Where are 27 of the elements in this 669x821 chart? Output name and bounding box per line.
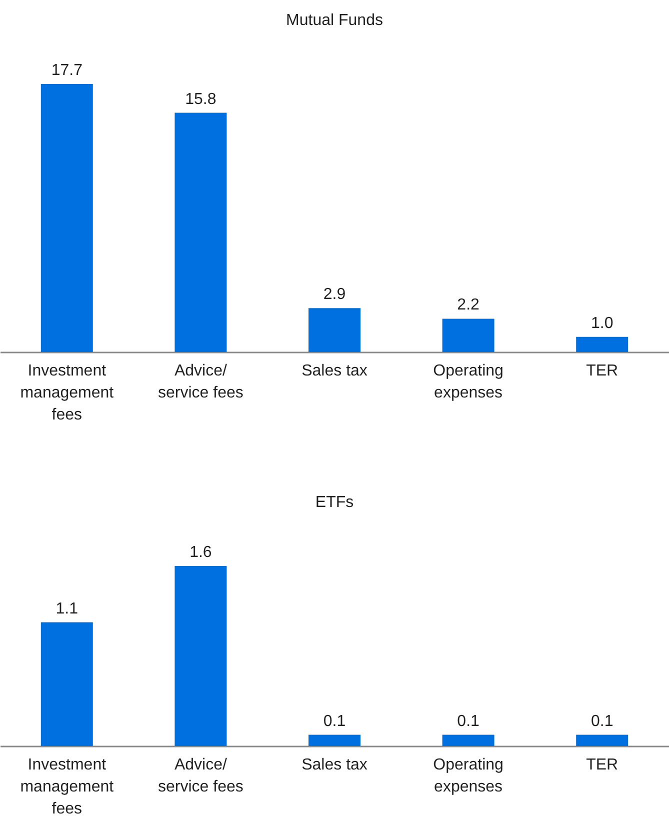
data-label: 1.0 <box>590 314 614 332</box>
x-tick-label: TER <box>586 756 618 774</box>
x-tick-label: Operating expenses <box>433 756 504 796</box>
x-tick-label: Advice/ service fees <box>158 362 244 402</box>
x-tick-label: Sales tax <box>302 756 368 774</box>
data-label: 0.1 <box>323 712 346 730</box>
bar <box>40 84 93 352</box>
data-label: 1.6 <box>190 544 212 561</box>
x-tick-label: Advice/ service fees <box>158 756 244 796</box>
data-label: 0.1 <box>457 712 480 730</box>
bar <box>442 318 494 352</box>
bar <box>174 112 227 352</box>
chart-title: Mutual Funds <box>286 12 383 29</box>
data-label: 15.8 <box>185 90 216 108</box>
data-label: 1.1 <box>56 600 78 618</box>
x-tick-label: Investment management fees <box>20 756 114 818</box>
data-label: 2.9 <box>323 286 346 304</box>
x-tick-label: Operating expenses <box>433 362 504 402</box>
chart-title: ETFs <box>315 494 354 511</box>
bar <box>308 308 360 352</box>
data-label: 2.2 <box>457 296 480 314</box>
x-tick-label: Sales tax <box>302 362 368 380</box>
x-tick-label: Investment management fees <box>20 362 114 424</box>
x-tick-label: TER <box>586 362 618 380</box>
data-label: 17.7 <box>51 62 83 79</box>
data-label: 0.1 <box>590 712 614 730</box>
bar <box>576 336 628 352</box>
